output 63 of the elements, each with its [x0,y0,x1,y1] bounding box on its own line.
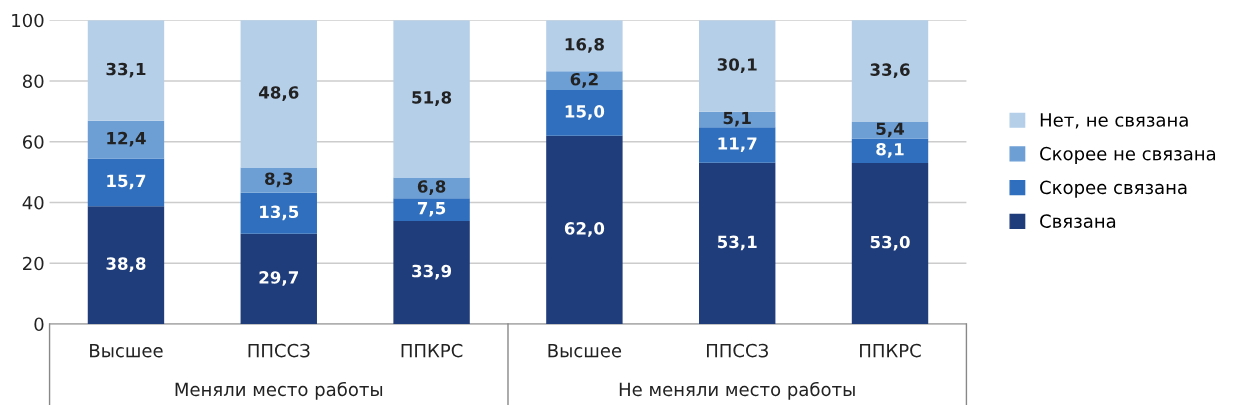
data-label: 7,5 [417,202,446,217]
bar [699,127,776,163]
bar [240,233,317,324]
text: Меняли место работы [175,381,383,400]
bar [240,20,317,168]
y-tick-label: 0 [34,317,44,332]
data-label: 15,7 [107,174,146,190]
data-label: 29,7 [259,271,299,286]
data-label: 53,1 [717,235,757,251]
data-label: 16,8 [565,37,604,53]
data-label: 53,0 [870,235,910,251]
x-tick-label: ППССЗ [707,343,768,358]
x-tick-label: Высшее [90,344,163,358]
data-label: 48,6 [258,86,299,101]
bar [851,138,929,164]
y-tick-label: 100 [12,13,44,28]
bar [87,20,165,121]
data-label: 38,8 [106,257,146,273]
y-tick-label: 20 [23,256,44,271]
data-label: 6,8 [417,180,446,195]
bar [240,167,317,193]
data-label: 30,1 [717,58,757,73]
x-tick-label: ППКРС [860,343,921,358]
data-label: 51,8 [412,91,452,106]
data-label: 8,3 [265,172,293,188]
bar [240,192,317,234]
y-tick-label: 60 [22,135,44,149]
bar [87,158,165,207]
bar [546,20,623,72]
bar [87,120,165,159]
bar [393,221,470,324]
bar [87,206,165,324]
data-label: 5,4 [876,122,905,138]
data-label: 33,9 [412,264,452,280]
x-tick-label: ППКРС [401,343,463,358]
data-label: 12,4 [107,131,146,147]
legend-label: Нет, не связана [1040,113,1188,129]
data-label: 6,2 [570,72,598,88]
text: Не меняли место работы [619,381,855,400]
bar [699,20,776,112]
bar [393,20,470,178]
data-label: 8,1 [876,142,904,158]
y-tick-label: 80 [22,74,44,89]
y-tick-label: 40 [22,195,44,210]
legend-label: Связана [1040,214,1116,228]
bar [851,163,929,324]
data-label: 62,0 [564,222,605,237]
data-label: 33,1 [106,62,146,78]
bar [546,71,623,91]
bar [546,135,623,324]
data-label: 15,0 [565,105,605,120]
data-label: 13,5 [260,205,299,221]
x-tick-label: ППССЗ [248,343,310,358]
bar [851,20,929,123]
data-label: 33,6 [870,63,910,79]
data-label: 11,7 [718,137,757,152]
bar [546,90,623,136]
legend-label: Скорее не связана [1040,146,1216,164]
bar [393,198,470,222]
data-label: 5,1 [723,111,751,127]
x-tick-label: Высшее [548,344,622,358]
legend-label: Скорее связана [1040,180,1187,198]
bar [699,162,776,324]
